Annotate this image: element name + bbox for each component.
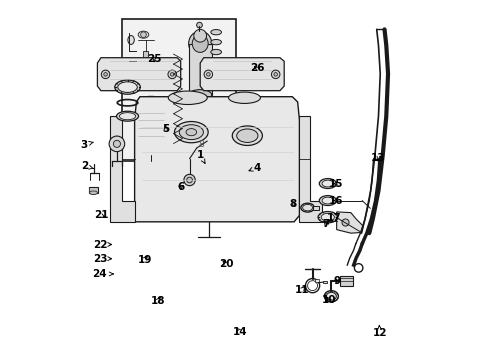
Ellipse shape [138, 96, 163, 104]
Polygon shape [200, 58, 284, 91]
Text: 15: 15 [328, 179, 343, 189]
Text: 11: 11 [294, 285, 308, 295]
Text: 8: 8 [198, 140, 203, 149]
Ellipse shape [116, 111, 138, 121]
Ellipse shape [236, 129, 258, 143]
Polygon shape [299, 116, 322, 222]
Text: 18: 18 [150, 296, 164, 306]
Text: 13: 13 [370, 153, 385, 163]
Ellipse shape [210, 30, 221, 35]
Ellipse shape [319, 195, 336, 206]
Bar [142, 61, 149, 88]
Bar [314, 279, 318, 282]
Text: 9: 9 [333, 276, 340, 286]
Text: 21: 21 [94, 211, 108, 220]
Ellipse shape [119, 113, 135, 120]
Polygon shape [97, 58, 181, 91]
Text: 5: 5 [162, 123, 169, 134]
Circle shape [193, 30, 206, 42]
Polygon shape [110, 116, 134, 222]
Ellipse shape [317, 212, 337, 223]
Ellipse shape [325, 292, 336, 300]
Bar [313, 206, 318, 210]
Bar [323, 281, 326, 283]
Circle shape [271, 70, 279, 78]
Text: 7: 7 [322, 219, 329, 229]
Circle shape [167, 70, 176, 78]
Text: 6: 6 [177, 182, 184, 192]
Ellipse shape [319, 179, 336, 189]
Ellipse shape [210, 40, 221, 45]
Circle shape [196, 22, 202, 28]
Ellipse shape [128, 36, 134, 44]
Circle shape [141, 32, 146, 37]
Circle shape [113, 140, 120, 147]
Text: 24: 24 [92, 269, 113, 279]
Ellipse shape [188, 31, 211, 56]
Circle shape [101, 70, 110, 78]
Text: 16: 16 [328, 195, 343, 206]
Circle shape [206, 73, 210, 76]
Circle shape [103, 73, 107, 76]
Ellipse shape [188, 90, 211, 100]
Text: 8: 8 [289, 199, 296, 209]
Ellipse shape [168, 91, 207, 104]
Ellipse shape [115, 80, 140, 94]
Circle shape [183, 174, 195, 186]
Ellipse shape [192, 35, 208, 53]
Bar [143, 51, 147, 61]
Ellipse shape [145, 148, 156, 155]
Text: 20: 20 [218, 259, 233, 269]
Ellipse shape [210, 49, 221, 55]
Circle shape [203, 70, 212, 78]
Ellipse shape [322, 180, 333, 187]
Circle shape [109, 136, 124, 152]
Ellipse shape [179, 125, 203, 140]
Bar [122, 19, 235, 161]
Bar [188, 44, 211, 95]
Text: 12: 12 [372, 325, 386, 338]
Ellipse shape [232, 126, 262, 145]
Polygon shape [336, 212, 363, 233]
Text: 4: 4 [248, 163, 260, 172]
Text: 17: 17 [326, 213, 341, 223]
Ellipse shape [322, 197, 333, 204]
Text: 14: 14 [232, 327, 247, 337]
Ellipse shape [185, 129, 196, 136]
Circle shape [273, 73, 277, 76]
Text: 1: 1 [196, 150, 204, 163]
Text: 23: 23 [92, 254, 111, 264]
Bar [340, 276, 352, 285]
Ellipse shape [118, 82, 137, 93]
Text: 25: 25 [146, 54, 161, 64]
Text: 2: 2 [81, 161, 93, 171]
Ellipse shape [89, 191, 97, 194]
Bar [88, 187, 98, 193]
Text: 26: 26 [249, 63, 264, 73]
Ellipse shape [324, 291, 338, 302]
Ellipse shape [321, 213, 334, 221]
Bar [138, 100, 163, 146]
Polygon shape [134, 97, 299, 222]
Ellipse shape [138, 143, 163, 150]
Ellipse shape [228, 92, 260, 103]
Text: 22: 22 [92, 239, 111, 249]
Text: 10: 10 [321, 295, 335, 305]
Ellipse shape [138, 31, 148, 38]
Text: 3: 3 [81, 140, 93, 149]
Circle shape [341, 219, 348, 226]
Ellipse shape [142, 59, 149, 63]
Circle shape [186, 177, 192, 183]
Circle shape [170, 73, 174, 76]
Text: 19: 19 [137, 255, 151, 265]
Ellipse shape [142, 86, 149, 90]
Ellipse shape [174, 122, 208, 143]
